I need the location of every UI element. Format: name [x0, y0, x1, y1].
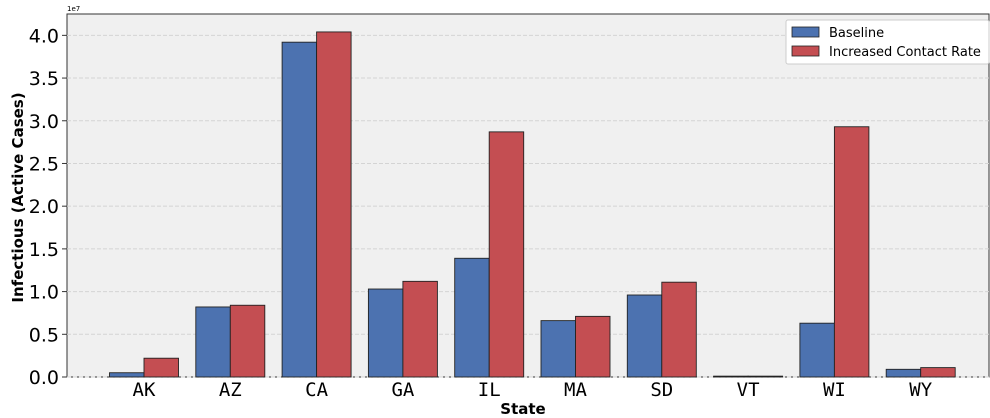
y-axis-ticks: 0.0 0.5 1.0 1.5 2.0 2.5 3.0 3.5 4.0	[29, 25, 67, 389]
x-tick-label: SD	[650, 379, 673, 401]
legend-swatch	[791, 45, 820, 57]
bar-az-increased-contact-rate	[229, 304, 266, 378]
x-tick-label: MA	[564, 379, 587, 401]
y-tick-label: 1.5	[29, 239, 59, 261]
bar-ak-baseline	[109, 372, 145, 378]
bar-ga-baseline	[367, 288, 404, 378]
x-tick-label: AZ	[219, 379, 242, 401]
bar-wy-baseline	[885, 368, 922, 378]
y-tick-label: 2.5	[29, 153, 59, 175]
bars	[109, 31, 956, 378]
x-tick-label: IL	[478, 379, 501, 401]
legend-label: Increased Contact Rate	[829, 45, 981, 60]
bar-ma-increased-contact-rate	[575, 315, 611, 378]
bar-wi-increased-contact-rate	[833, 126, 870, 378]
bar-wy-increased-contact-rate	[920, 367, 956, 378]
x-tick-label: AK	[133, 379, 156, 401]
y-tick-label: 2.0	[29, 196, 59, 218]
bar-ga-increased-contact-rate	[402, 280, 438, 378]
y-tick-label: 0.0	[29, 367, 59, 389]
x-tick-label: VT	[737, 379, 760, 401]
x-axis-ticks: AK AZ CA GA IL MA SD VT WI WY	[133, 379, 933, 401]
legend: Baseline Increased Contact Rate	[785, 19, 990, 65]
x-axis-title: State	[500, 400, 545, 418]
bar-sd-increased-contact-rate	[661, 281, 697, 378]
bar-az-baseline	[195, 306, 231, 378]
legend-swatch	[791, 26, 820, 38]
y-tick-label: 1.0	[29, 282, 59, 304]
bar-vt-baseline	[713, 375, 749, 378]
bar-vt-increased-contact-rate	[747, 375, 784, 378]
bar-wi-baseline	[799, 322, 835, 378]
bar-sd-baseline	[626, 294, 663, 378]
y-tick-label: 3.5	[29, 68, 59, 90]
x-tick-label: GA	[391, 379, 414, 401]
bar-ma-baseline	[540, 320, 576, 378]
y-axis-scale-label: 1e7	[67, 5, 80, 13]
y-tick-label: 4.0	[29, 25, 59, 47]
bar-il-baseline	[454, 257, 490, 378]
x-tick-label: WY	[909, 379, 932, 401]
bar-il-increased-contact-rate	[488, 131, 525, 378]
x-tick-label: WI	[823, 379, 846, 401]
bar-ak-increased-contact-rate	[143, 357, 179, 378]
y-tick-label: 3.0	[29, 111, 59, 133]
y-tick-label: 0.5	[29, 324, 59, 346]
bar-ca-increased-contact-rate	[316, 31, 352, 378]
x-tick-label: CA	[305, 379, 328, 401]
y-axis-title: Infectious (Active Cases)	[9, 92, 27, 302]
legend-label: Baseline	[829, 26, 884, 41]
bar-ca-baseline	[281, 41, 318, 378]
legend-box	[785, 19, 990, 65]
